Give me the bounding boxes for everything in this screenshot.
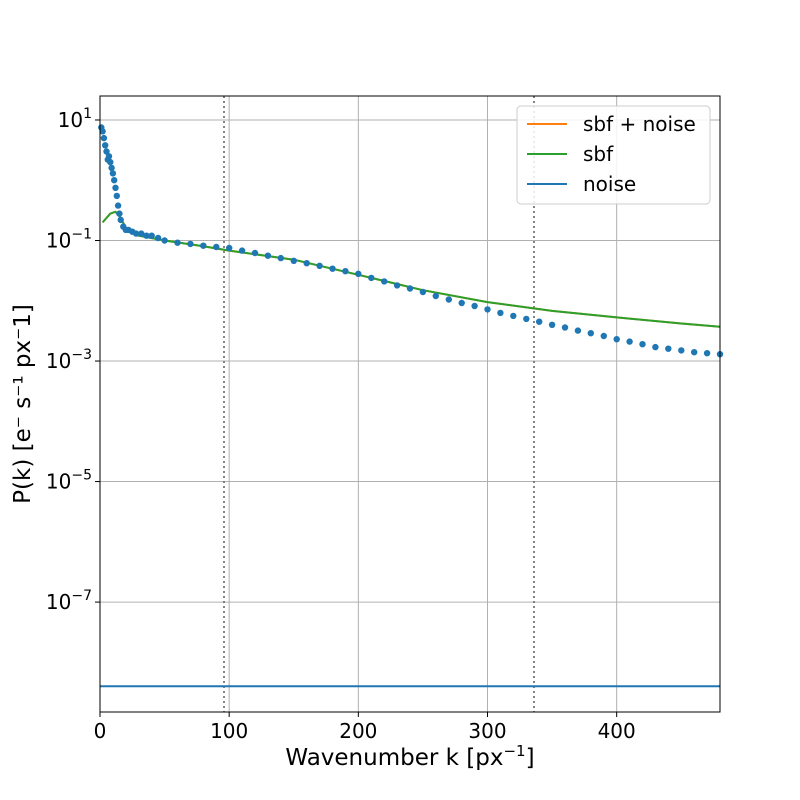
data-point	[691, 349, 698, 356]
data-point	[703, 350, 711, 357]
data-point	[574, 327, 582, 334]
data-point	[107, 158, 114, 166]
data-point	[116, 210, 123, 217]
data-point	[109, 170, 117, 177]
data-point	[600, 332, 607, 340]
data-point	[510, 312, 517, 320]
x-tick-label: 0	[94, 719, 107, 743]
x-tick-label: 200	[339, 719, 377, 743]
legend-label-sbf: sbf	[583, 142, 614, 166]
data-point	[108, 164, 115, 172]
y-tick-label: 10−5	[46, 468, 92, 494]
data-point	[111, 177, 118, 184]
plot-frame	[99, 95, 721, 713]
data-point	[665, 345, 672, 352]
data-point	[277, 254, 284, 262]
data-point	[368, 274, 375, 282]
data-point	[112, 184, 119, 191]
x-tick-label: 300	[468, 719, 506, 743]
data-point	[105, 153, 113, 160]
legend: sbf + noise sbf noise	[516, 105, 711, 205]
data-point	[445, 296, 452, 303]
y-tick-label: 10−7	[46, 588, 92, 614]
data-point	[432, 292, 439, 300]
grid	[99, 96, 720, 712]
data-point	[342, 268, 349, 275]
data-point	[536, 318, 543, 325]
data-point	[613, 336, 620, 343]
x-axis-label: Wavenumber k [px−1]	[285, 742, 534, 771]
data-point	[548, 321, 556, 328]
data-point	[133, 230, 140, 237]
data-point	[143, 232, 150, 239]
data-point	[406, 285, 414, 292]
data-point	[290, 257, 297, 264]
data-point	[99, 128, 106, 135]
data-point	[458, 299, 465, 307]
y-tick-label: 101	[58, 106, 92, 132]
data-point	[251, 249, 259, 257]
data-point	[103, 148, 110, 155]
y-tick-label: 10−1	[46, 227, 92, 253]
data-point	[626, 338, 633, 345]
data-point	[639, 341, 646, 348]
data-point	[161, 237, 168, 244]
data-point	[148, 232, 155, 239]
data-point	[419, 288, 427, 296]
data-point	[652, 343, 659, 351]
data-point	[113, 192, 121, 200]
data-point	[154, 234, 162, 242]
data-point	[484, 306, 491, 313]
data-point	[381, 278, 388, 285]
legend-label-noise: noise	[583, 172, 636, 196]
legend-label-sbf-plus-noise: sbf + noise	[583, 112, 696, 136]
legend-box	[516, 105, 711, 205]
data-point	[471, 302, 478, 310]
axis-ticks: 0 100 200 300 400 101 10−1 10−3 10−5 10−7	[46, 106, 636, 743]
data-point	[329, 265, 336, 272]
data-point	[238, 247, 246, 254]
data-point	[561, 324, 569, 331]
data-point	[303, 260, 310, 267]
data-point	[393, 282, 401, 289]
data-point	[316, 262, 323, 269]
x-tick-label: 100	[210, 719, 248, 743]
data-points	[98, 124, 724, 358]
data-point	[102, 142, 109, 149]
data-point	[226, 244, 233, 252]
y-axis-label: P(k) [e⁻ s⁻¹ px⁻1]	[10, 304, 36, 504]
data-point	[264, 252, 272, 259]
data-point	[587, 330, 594, 337]
data-point	[497, 309, 504, 317]
data-point	[523, 315, 530, 323]
data-point	[117, 216, 124, 224]
data-point	[187, 240, 194, 248]
data-point	[138, 230, 145, 237]
data-point	[114, 202, 122, 209]
data-point	[213, 243, 220, 251]
data-point	[174, 239, 181, 246]
data-point	[678, 347, 685, 354]
data-point	[355, 270, 362, 277]
data-point	[100, 134, 108, 142]
y-tick-label: 10−3	[46, 347, 92, 373]
x-tick-label: 400	[598, 719, 636, 743]
data-point	[200, 242, 207, 249]
